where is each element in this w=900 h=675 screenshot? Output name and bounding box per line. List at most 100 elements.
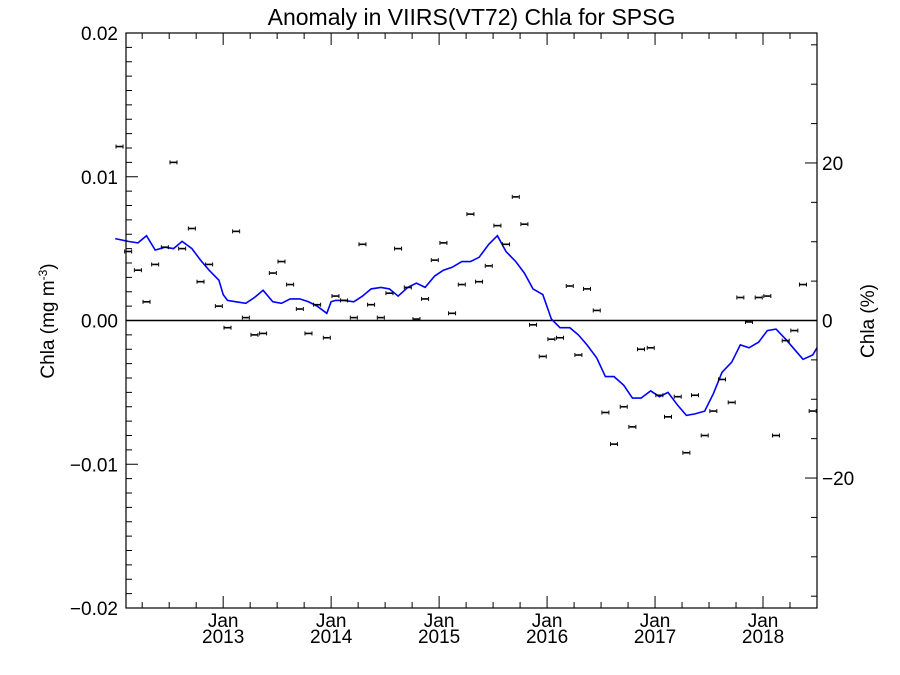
data-point [376, 315, 385, 320]
y-right-tick-label: 20 [822, 154, 843, 175]
data-point [295, 307, 304, 311]
data-point [690, 393, 699, 398]
data-point [655, 393, 664, 398]
data-point [717, 377, 726, 382]
x-tick-label-month: Jan [532, 611, 563, 632]
data-point [709, 409, 718, 414]
x-tick-label-year: 2013 [202, 627, 244, 648]
data-point [448, 311, 457, 316]
data-point [277, 259, 286, 264]
x-tick-label-month: Jan [640, 611, 671, 632]
plot-area [115, 144, 818, 455]
data-point [232, 229, 241, 234]
x-tick-label-year: 2015 [418, 627, 460, 648]
x-tick-label-month: Jan [208, 611, 239, 632]
data-point [331, 294, 340, 299]
data-point [223, 325, 232, 330]
data-point [349, 315, 358, 320]
y-axis-label-left: Chla (mg m-3) [36, 263, 59, 378]
data-point [493, 223, 502, 228]
x-tick-label-year: 2017 [634, 627, 676, 648]
data-point [727, 400, 736, 405]
data-point [268, 271, 277, 276]
data-point [358, 242, 367, 247]
data-point [583, 286, 592, 291]
data-point [646, 345, 655, 350]
data-point [700, 433, 709, 438]
data-point [286, 282, 295, 287]
data-point [808, 409, 817, 414]
data-point [574, 353, 583, 357]
data-point [340, 298, 349, 303]
data-point [412, 317, 421, 322]
data-point [520, 222, 529, 227]
data-point [160, 245, 169, 250]
y-right-tick-label: 0 [822, 312, 833, 333]
data-point [241, 315, 250, 320]
y-left-tick-label: 0.02 [81, 24, 118, 45]
data-point [619, 404, 628, 409]
x-tick-label-year: 2018 [742, 627, 784, 648]
data-point [744, 319, 753, 324]
data-point [754, 295, 763, 300]
data-point [367, 302, 376, 307]
data-point [403, 285, 412, 290]
y-axis-label-left-text: Chla (mg m [38, 280, 59, 378]
axes: 0.020.010.00−0.01−0.02200−20Jan2013Jan20… [70, 24, 854, 648]
data-point [142, 299, 151, 304]
x-tick-label-month: Jan [424, 611, 455, 632]
data-point [133, 268, 142, 273]
y-axis-label-left-superscript: -3 [36, 269, 50, 280]
data-point [394, 246, 403, 251]
x-tick-label-month: Jan [316, 611, 347, 632]
y-axis-label-right: Chla (%) [858, 284, 879, 358]
data-point [538, 354, 547, 359]
y-right-tick-label: −20 [822, 469, 854, 490]
data-point [421, 296, 430, 301]
y-left-tick-label: 0.01 [81, 168, 118, 189]
data-point [771, 433, 780, 438]
data-point [592, 308, 601, 313]
data-point [187, 226, 196, 231]
data-point [529, 322, 538, 327]
data-point [169, 160, 178, 165]
data-point [178, 246, 187, 251]
data-point [475, 279, 484, 284]
data-point [313, 302, 322, 307]
data-point [601, 410, 610, 415]
data-point [151, 262, 160, 267]
data-point [322, 335, 331, 340]
data-point [637, 347, 646, 352]
y-axis-label-left-suffix: ) [38, 263, 59, 269]
y-left-tick-label: −0.01 [70, 455, 118, 476]
data-point [196, 279, 205, 284]
data-point [673, 394, 682, 399]
data-point [259, 331, 268, 336]
series-line [115, 234, 818, 417]
y-left-tick-label: −0.02 [70, 599, 118, 620]
data-point [763, 294, 772, 299]
chart-title: Anomaly in VIIRS(VT72) Chla for SPSG [268, 4, 676, 30]
data-point [610, 442, 619, 447]
data-point [385, 291, 394, 296]
x-tick-label-year: 2014 [310, 627, 353, 648]
data-point [781, 338, 790, 343]
data-point [430, 258, 439, 263]
data-point [736, 295, 745, 300]
x-tick-label-year: 2016 [526, 627, 568, 648]
data-point [628, 424, 637, 429]
data-point [466, 212, 475, 217]
data-point [556, 335, 565, 340]
data-point [304, 331, 313, 336]
data-point [682, 450, 691, 455]
x-tick-label-month: Jan [748, 611, 779, 632]
data-point [664, 414, 673, 419]
data-point [565, 284, 574, 288]
data-point [457, 282, 466, 287]
data-point [250, 332, 259, 337]
data-point [439, 240, 448, 245]
data-point [484, 263, 493, 268]
data-point [214, 304, 223, 309]
